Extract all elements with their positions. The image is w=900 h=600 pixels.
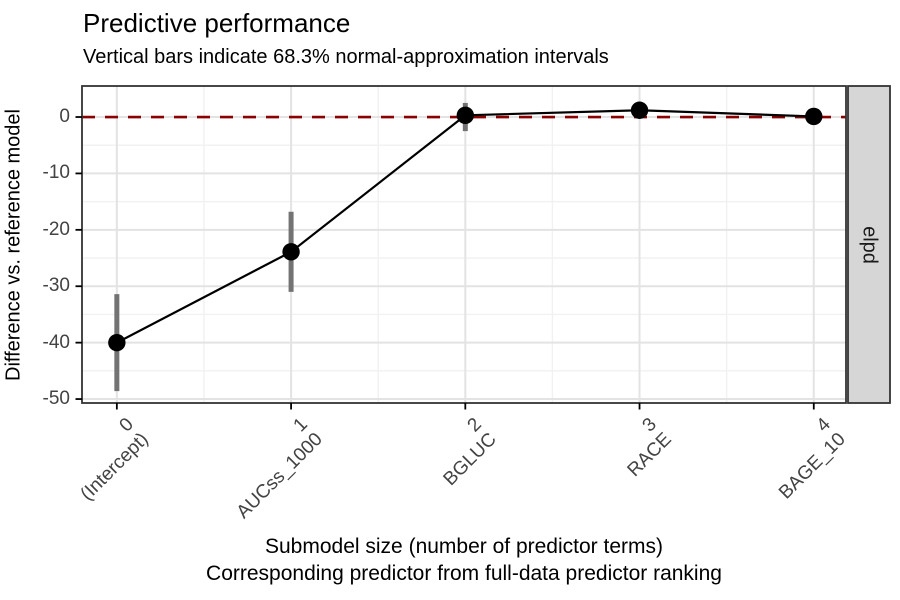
y-tick-label: -50 bbox=[42, 388, 70, 410]
plot-subtitle: Vertical bars indicate 68.3% normal-appr… bbox=[83, 46, 609, 68]
facet-strip-label: elpd bbox=[858, 226, 881, 264]
panel-border bbox=[81, 85, 847, 404]
plot-title: Predictive performance bbox=[83, 8, 351, 38]
y-tick-label: -40 bbox=[42, 331, 70, 353]
panel-background bbox=[82, 86, 846, 403]
facet-strip bbox=[847, 85, 891, 404]
y-tick-label: -10 bbox=[42, 162, 70, 184]
data-point bbox=[630, 101, 649, 119]
y-tick-label: -30 bbox=[42, 275, 70, 297]
data-point bbox=[456, 106, 475, 125]
data-point bbox=[108, 333, 126, 352]
data-point bbox=[282, 243, 300, 261]
x-axis-title: Submodel size (number of predictor terms… bbox=[82, 533, 846, 587]
y-tick-label: -20 bbox=[42, 218, 70, 240]
data-point bbox=[805, 107, 823, 126]
x-axis-title-line1: Submodel size (number of predictor terms… bbox=[265, 535, 663, 558]
y-tick-label: 0 bbox=[59, 106, 70, 128]
x-axis-title-line2: Corresponding predictor from full-data p… bbox=[206, 562, 722, 585]
